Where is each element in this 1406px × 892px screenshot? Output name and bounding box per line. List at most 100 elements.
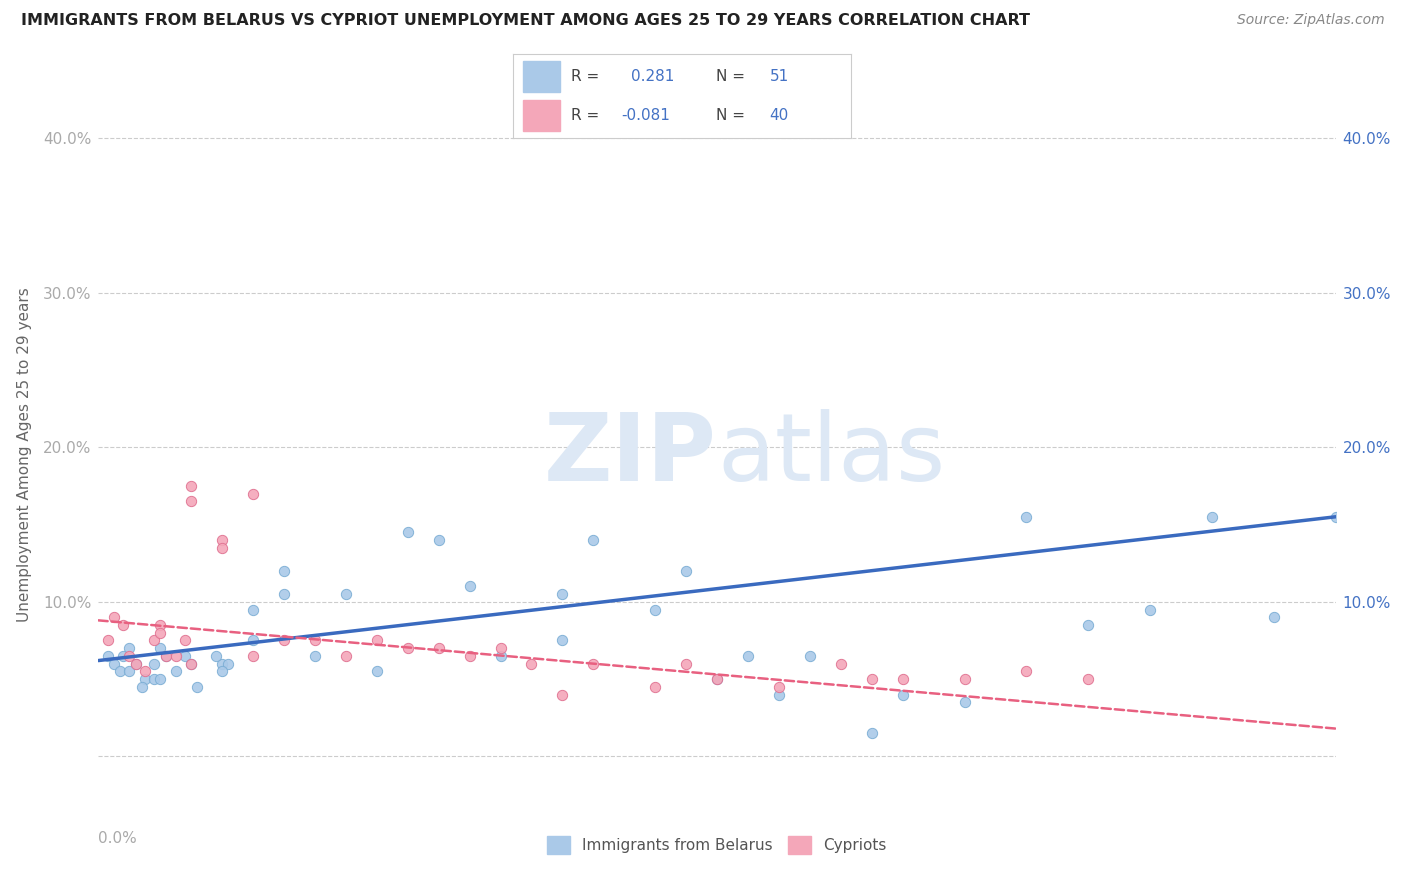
- Point: [830, 657, 852, 671]
- Point: [737, 648, 759, 663]
- Point: [1324, 509, 1347, 524]
- Point: [205, 648, 228, 663]
- Point: [217, 657, 239, 671]
- Text: N =: N =: [716, 108, 745, 123]
- Point: [366, 665, 388, 679]
- Point: [180, 479, 202, 493]
- Point: [1077, 672, 1099, 686]
- Point: [112, 618, 135, 632]
- Point: [891, 688, 914, 702]
- Point: [458, 648, 481, 663]
- Text: -0.081: -0.081: [621, 108, 671, 123]
- Point: [124, 657, 146, 671]
- Point: [427, 533, 450, 547]
- Point: [112, 648, 135, 663]
- Text: 0.0%: 0.0%: [98, 830, 138, 846]
- Point: [675, 657, 697, 671]
- Point: [768, 680, 790, 694]
- Point: [335, 587, 357, 601]
- Point: [1077, 618, 1099, 632]
- Text: ZIP: ZIP: [544, 409, 717, 501]
- Point: [211, 657, 233, 671]
- Point: [97, 633, 120, 648]
- Point: [1015, 665, 1038, 679]
- Point: [489, 648, 512, 663]
- Point: [103, 657, 125, 671]
- Text: IMMIGRANTS FROM BELARUS VS CYPRIOT UNEMPLOYMENT AMONG AGES 25 TO 29 YEARS CORREL: IMMIGRANTS FROM BELARUS VS CYPRIOT UNEMP…: [21, 13, 1031, 29]
- Point: [149, 618, 172, 632]
- Point: [1263, 610, 1285, 624]
- Point: [273, 633, 295, 648]
- Point: [97, 648, 120, 663]
- Point: [124, 657, 146, 671]
- Point: [582, 657, 605, 671]
- Point: [1015, 509, 1038, 524]
- Text: 51: 51: [769, 69, 789, 84]
- Point: [273, 564, 295, 578]
- Point: [273, 587, 295, 601]
- Point: [165, 665, 187, 679]
- Text: R =: R =: [571, 108, 599, 123]
- Point: [118, 665, 141, 679]
- Point: [860, 726, 883, 740]
- Point: [458, 579, 481, 593]
- Point: [551, 587, 574, 601]
- Y-axis label: Unemployment Among Ages 25 to 29 years: Unemployment Among Ages 25 to 29 years: [17, 287, 32, 623]
- Point: [396, 641, 419, 656]
- Point: [143, 657, 166, 671]
- Point: [242, 648, 264, 663]
- FancyBboxPatch shape: [523, 62, 561, 92]
- Point: [211, 541, 233, 555]
- Point: [143, 633, 166, 648]
- Text: N =: N =: [716, 69, 745, 84]
- Point: [134, 665, 156, 679]
- Point: [242, 633, 264, 648]
- Point: [706, 672, 728, 686]
- Point: [180, 494, 202, 508]
- Point: [174, 648, 197, 663]
- Point: [675, 564, 697, 578]
- Point: [165, 648, 187, 663]
- Point: [366, 633, 388, 648]
- Point: [211, 665, 233, 679]
- Point: [1139, 602, 1161, 616]
- Point: [891, 672, 914, 686]
- Point: [706, 672, 728, 686]
- Point: [180, 657, 202, 671]
- Point: [520, 657, 543, 671]
- Point: [143, 672, 166, 686]
- Text: atlas: atlas: [717, 409, 945, 501]
- Text: 0.281: 0.281: [631, 69, 675, 84]
- Text: 40: 40: [769, 108, 789, 123]
- Point: [335, 648, 357, 663]
- Point: [149, 672, 172, 686]
- Point: [644, 602, 666, 616]
- Point: [108, 665, 131, 679]
- Point: [118, 648, 141, 663]
- FancyBboxPatch shape: [523, 100, 561, 130]
- Point: [211, 533, 233, 547]
- Point: [644, 680, 666, 694]
- Text: R =: R =: [571, 69, 599, 84]
- Point: [149, 641, 172, 656]
- Point: [242, 602, 264, 616]
- Point: [953, 672, 976, 686]
- Point: [180, 657, 202, 671]
- Point: [174, 633, 197, 648]
- Legend: Immigrants from Belarus, Cypriots: Immigrants from Belarus, Cypriots: [547, 836, 887, 855]
- Point: [799, 648, 821, 663]
- Point: [155, 648, 177, 663]
- Point: [396, 525, 419, 540]
- Point: [489, 641, 512, 656]
- Point: [304, 648, 326, 663]
- Point: [103, 610, 125, 624]
- Point: [149, 625, 172, 640]
- Point: [134, 672, 156, 686]
- Point: [582, 533, 605, 547]
- Point: [860, 672, 883, 686]
- Point: [768, 688, 790, 702]
- Point: [304, 633, 326, 648]
- Point: [155, 648, 177, 663]
- Point: [551, 633, 574, 648]
- Point: [118, 641, 141, 656]
